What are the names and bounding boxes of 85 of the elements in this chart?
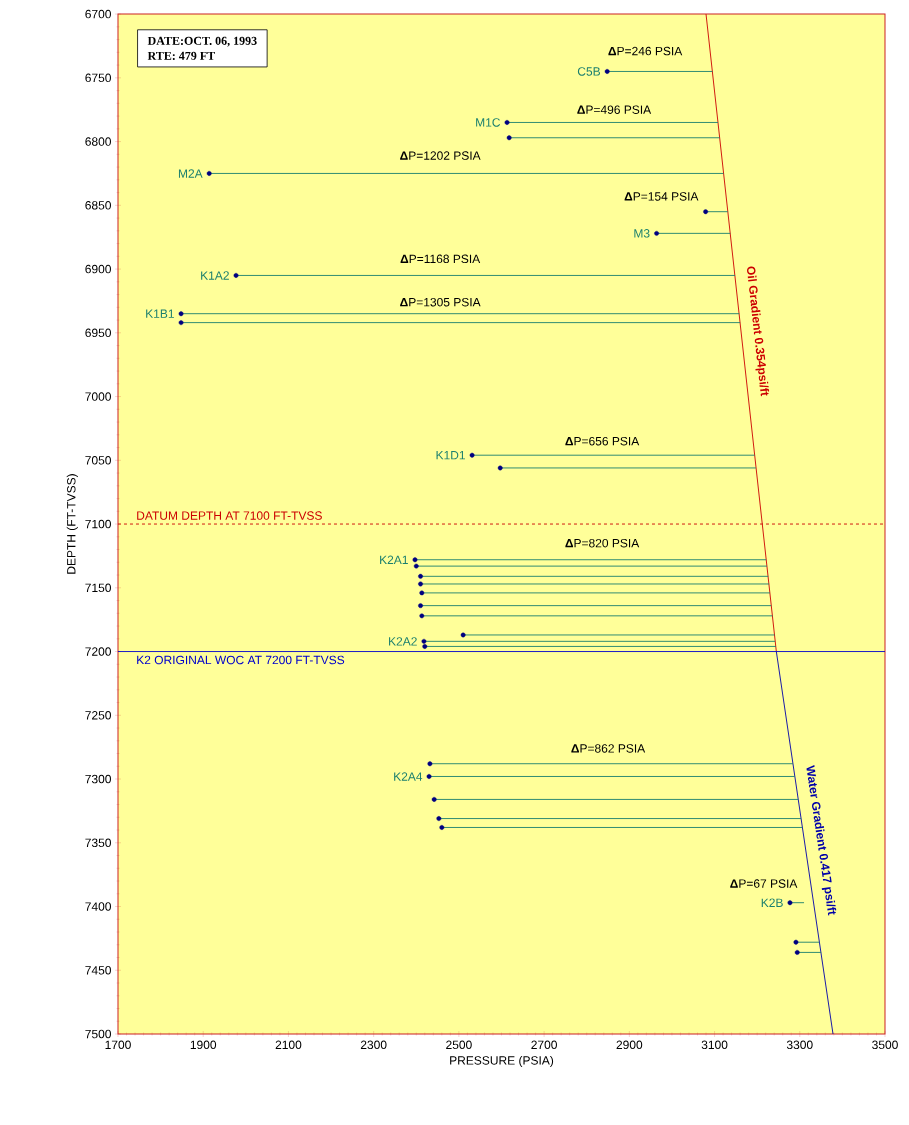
y-tick-label: 7100 — [85, 519, 111, 529]
y-tick-label: 7500 — [85, 1029, 111, 1039]
point — [418, 581, 423, 587]
point — [504, 120, 510, 125]
series-label: K1D1 — [436, 451, 465, 460]
x-tick-label: 2300 — [360, 1040, 387, 1050]
point — [654, 230, 659, 236]
point — [794, 950, 800, 955]
y-tick-label: 7250 — [85, 711, 111, 720]
y-tick-label: 7300 — [85, 774, 111, 784]
annotation: ΔP=656 PSIA — [565, 436, 640, 446]
series-label: K2A4 — [394, 772, 423, 781]
x-tick-label: 3500 — [872, 1040, 898, 1050]
point — [206, 171, 212, 176]
point — [431, 797, 437, 802]
point — [412, 557, 418, 563]
point — [703, 209, 709, 215]
x-tick-label: 1900 — [190, 1040, 217, 1050]
x-tick-label: 3300 — [786, 1040, 813, 1050]
annotation: ΔP=246 PSIA — [608, 46, 683, 56]
point — [418, 573, 423, 579]
point — [178, 311, 184, 317]
ref-line-label: K2 ORIGINAL WOC AT 7200 FT-TVSS — [137, 655, 345, 665]
text: Oil Gradient 0.354psi/ft — [747, 266, 770, 397]
series-label: K2A1 — [380, 555, 408, 564]
point — [460, 632, 466, 638]
annotation: ΔP=862 PSIA — [571, 744, 646, 753]
annotation: RTE: 479 FT — [147, 51, 215, 60]
point — [419, 613, 425, 619]
point — [419, 590, 425, 596]
x-tick-label: 2500 — [446, 1040, 472, 1050]
point — [426, 774, 432, 779]
annotation: ΔP=1305 PSIA — [400, 297, 481, 307]
y-tick-label: 6700 — [85, 9, 111, 19]
text: Water Gradient 0.417 psi/ft — [806, 765, 837, 916]
point — [233, 273, 239, 278]
annotation: ΔP=496 PSIA — [577, 105, 652, 114]
series-label: C5B — [577, 67, 600, 76]
x-tick-label: 2100 — [275, 1040, 302, 1050]
ref-line-label: DATUM DEPTH AT 7100 FT-TVSS — [137, 511, 322, 520]
point — [793, 939, 799, 945]
series-label: M2A — [178, 169, 203, 178]
x-axis-title: PRESSURE (PSIA) — [450, 1055, 554, 1068]
point — [413, 563, 419, 569]
point — [436, 816, 442, 821]
y-tick-label: 6900 — [85, 264, 111, 274]
y-tick-label: 6950 — [85, 328, 111, 338]
annotation: ΔP=1168 PSIA — [400, 254, 481, 264]
x-tick-label: 1700 — [105, 1040, 131, 1050]
point — [506, 135, 512, 141]
series-label: M3 — [634, 229, 650, 238]
x-tick-label: 3100 — [701, 1040, 728, 1050]
point — [421, 638, 427, 644]
annotation: ΔP=820 PSIA — [565, 538, 640, 548]
series-label: K2A2 — [389, 637, 417, 646]
y-tick-label: 7050 — [85, 456, 111, 465]
y-tick-label: 7450 — [85, 966, 111, 975]
x-tick-label: 2700 — [531, 1040, 557, 1050]
point — [178, 320, 184, 326]
point — [439, 825, 445, 830]
annotation: ΔP=154 PSIA — [624, 192, 699, 201]
x-tick-label: 2900 — [616, 1040, 643, 1050]
series-label: K2B — [761, 898, 783, 907]
annotation: ΔP=1202 PSIA — [400, 151, 481, 160]
point — [787, 900, 793, 906]
y-tick-label: 6750 — [85, 73, 111, 83]
annotation: ΔP=67 PSIA — [730, 879, 798, 888]
point — [497, 465, 503, 471]
y-tick-label: 7200 — [85, 647, 111, 656]
series-label: K1B1 — [146, 309, 174, 318]
y-tick-label: 7400 — [85, 902, 111, 911]
y-tick-label: 6850 — [85, 201, 111, 210]
y-tick-label: 7000 — [85, 392, 111, 401]
series-label: K1A2 — [201, 271, 229, 280]
y-tick-label: 6800 — [85, 137, 111, 146]
series-label: M1C — [476, 118, 501, 127]
y-axis-title: DEPTH (FT-TVSS) — [66, 474, 78, 574]
point — [418, 603, 423, 609]
point — [427, 761, 433, 767]
y-tick-label: 7350 — [85, 838, 111, 848]
annotation: DATE:OCT. 06, 1993 — [147, 36, 257, 47]
y-tick-label: 7150 — [85, 583, 111, 593]
point — [422, 644, 428, 649]
point — [604, 69, 610, 74]
point — [469, 452, 475, 458]
